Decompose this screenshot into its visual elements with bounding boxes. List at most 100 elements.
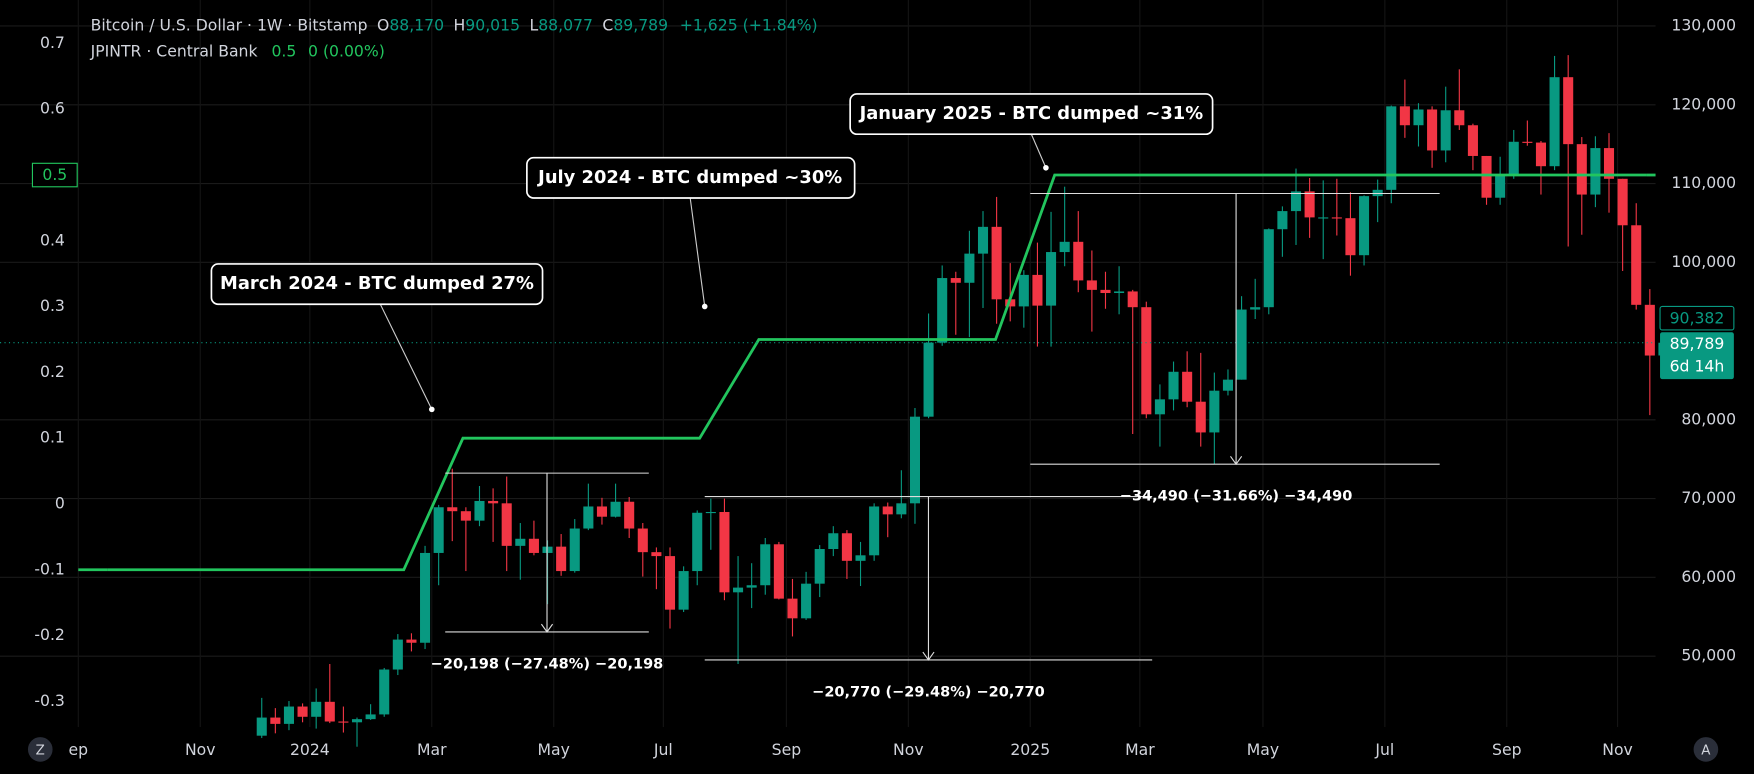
candle-body [1168, 371, 1179, 400]
candle-body [678, 571, 689, 610]
candle-body [556, 546, 567, 572]
candle-body [855, 555, 866, 561]
legend-change: +1,625 (+1.84%) [680, 15, 818, 34]
candle-body [1481, 155, 1492, 198]
legend-value: 90,015 [465, 15, 520, 34]
candle-body [719, 511, 730, 593]
candle-body [801, 583, 812, 619]
x-tick-label: 2025 [1010, 740, 1050, 759]
arrow-head [922, 651, 935, 661]
candle-body [338, 721, 349, 723]
indicator-tag-text: 0.5 [42, 165, 67, 184]
candle-body [1427, 109, 1438, 151]
button-label[interactable]: A [1701, 744, 1711, 759]
candle-body [297, 706, 308, 717]
y-tick-label: 80,000 [1681, 409, 1736, 428]
price-tag [1659, 305, 1735, 331]
candle-body [1644, 304, 1655, 356]
candle-body [746, 585, 757, 588]
callout-leader [1030, 133, 1047, 168]
y2-tick-label: 0.3 [40, 296, 65, 315]
candle-body [1073, 241, 1084, 281]
candle-body [869, 506, 880, 556]
legend-change: 0 (0.00%) [308, 41, 385, 60]
button[interactable] [1693, 737, 1719, 762]
x-tick-label: Mar [1125, 740, 1155, 759]
y2-tick-label: 0.6 [40, 99, 65, 118]
candle-body [1318, 217, 1329, 219]
plot [0, 55, 1669, 747]
candle-body [1114, 291, 1125, 294]
candle-body [1535, 142, 1546, 167]
y2-tick-label: 0.2 [40, 362, 65, 381]
y2-tick-label: -0.1 [34, 559, 65, 578]
x-tick-label: Jul [653, 740, 673, 759]
candle-body [664, 556, 676, 610]
candle-body [1290, 191, 1302, 212]
candle-body [760, 544, 771, 586]
callout-text: July 2024 - BTC dumped ~30% [537, 167, 842, 188]
candle-body [1236, 309, 1247, 380]
last-price-text: 89,789 [1670, 334, 1725, 353]
y-tick-label: 120,000 [1671, 94, 1736, 113]
button[interactable] [27, 737, 53, 762]
callout-box [849, 93, 1214, 136]
candle-body [1032, 274, 1043, 306]
x-tick-label: Sep [1492, 740, 1522, 759]
candle-body [1222, 379, 1233, 391]
candle-body [283, 706, 294, 724]
candle-body [1508, 141, 1519, 175]
callout-dot [701, 303, 708, 310]
candle-body [1454, 110, 1465, 126]
candle-body [1590, 148, 1601, 195]
arrow-head [540, 623, 554, 633]
candle-body [1059, 241, 1070, 253]
x-tick-label: 2024 [290, 740, 330, 759]
candle-body [937, 278, 948, 343]
candle-body [1386, 106, 1397, 190]
candle-body [392, 639, 403, 670]
callout-leader [689, 197, 706, 307]
candle-body [1263, 229, 1274, 308]
candle-body [528, 538, 539, 553]
callout-leader [379, 303, 433, 410]
candle-body [365, 714, 376, 720]
legend-line: Bitcoin / U.S. Dollar · 1W · Bitstamp O8… [91, 15, 818, 34]
candle-body [1086, 280, 1097, 290]
last-price-tag [1660, 332, 1734, 380]
legend-key: L [530, 15, 539, 34]
candle-body [1576, 144, 1587, 195]
candle-body [569, 528, 580, 572]
x-tick-label: May [538, 740, 570, 759]
y2-tick-label: 0 [55, 493, 65, 512]
rate-line [107, 173, 1647, 572]
x-tick-label: Nov [1602, 740, 1633, 759]
y2-tick-label: 0.1 [40, 428, 65, 447]
y-tick-label: 50,000 [1681, 646, 1736, 665]
button-label[interactable]: Z [36, 744, 45, 759]
candle-body [270, 717, 281, 724]
candle-body [447, 507, 458, 512]
callout-box [526, 156, 856, 199]
x-tick-label: Jul [1374, 740, 1394, 759]
candle-body [256, 717, 267, 736]
callout-box [210, 263, 544, 306]
legend-key: C [602, 15, 613, 34]
candle-body [896, 503, 907, 515]
x-tick-label: Nov [893, 740, 924, 759]
candle-body [515, 538, 526, 546]
candle-body [1359, 196, 1370, 256]
y2-tick-label: 0.4 [40, 230, 65, 249]
candle-body [1195, 401, 1206, 433]
x-tick-label: ep [69, 740, 89, 759]
candle-body [909, 416, 920, 504]
candle-body [433, 507, 444, 553]
candle-body [1182, 371, 1193, 402]
candle-body [1495, 174, 1506, 198]
drawings: −20,198 (−27.48%) −20,198 −20,770 (−29.4… [210, 93, 1440, 700]
legend-value: 88,170 [389, 15, 444, 34]
indicator-tag [31, 162, 78, 188]
candle-body [1141, 307, 1152, 415]
candle-body [1154, 399, 1165, 415]
candle-body [1046, 252, 1057, 306]
